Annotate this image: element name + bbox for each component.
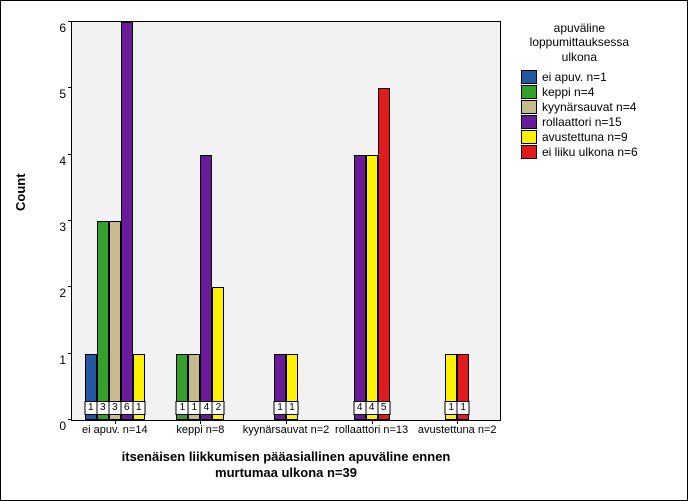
y-tick [68, 220, 72, 221]
legend-swatch [521, 130, 537, 144]
bar-value-label: 1 [457, 401, 470, 415]
legend-label: keppi n=4 [542, 85, 594, 99]
y-tick-label: 1 [59, 353, 66, 367]
bar: 3 [97, 221, 109, 420]
y-tick [68, 154, 72, 155]
bar-value-label: 1 [132, 401, 145, 415]
bar: 1 [188, 354, 200, 420]
bar: 1 [176, 354, 188, 420]
y-tick-label: 5 [59, 87, 66, 101]
legend: apuvälineloppumittauksessaulkona ei apuv… [521, 21, 638, 160]
y-tick [68, 419, 72, 420]
legend-label: avustettuna n=9 [542, 130, 628, 144]
x-tick [457, 420, 458, 424]
bar: 2 [212, 287, 224, 420]
legend-label: kyynärsauvat n=4 [542, 100, 636, 114]
bar: 1 [286, 354, 298, 420]
bar: 1 [85, 354, 97, 420]
bar: 4 [366, 155, 378, 420]
bar: 1 [457, 354, 469, 420]
legend-item: rollaattori n=15 [521, 115, 638, 129]
plot-area: 0123456ei apuv. n=1413361keppi n=81142ky… [71, 21, 501, 421]
bar-value-label: 2 [212, 401, 225, 415]
legend-swatch [521, 85, 537, 99]
legend-label: ei apuv. n=1 [542, 70, 607, 84]
x-tick [200, 420, 201, 424]
legend-swatch [521, 100, 537, 114]
bar: 1 [133, 354, 145, 420]
bar-value-label: 1 [286, 401, 299, 415]
bar: 4 [200, 155, 212, 420]
bar: 3 [109, 221, 121, 420]
y-tick [68, 21, 72, 22]
y-tick [68, 87, 72, 88]
bar: 1 [445, 354, 457, 420]
x-tick [115, 420, 116, 424]
bar: 1 [274, 354, 286, 420]
y-tick [68, 286, 72, 287]
legend-item: ei apuv. n=1 [521, 70, 638, 84]
chart-container: 0123456ei apuv. n=1413361keppi n=81142ky… [0, 0, 688, 501]
bar: 6 [121, 22, 133, 420]
x-tick [372, 420, 373, 424]
legend-item: ei liiku ulkona n=6 [521, 145, 638, 159]
y-tick-label: 2 [59, 286, 66, 300]
legend-swatch [521, 70, 537, 84]
legend-swatch [521, 115, 537, 129]
y-tick-label: 6 [59, 21, 66, 35]
x-tick-label: keppi n=8 [176, 424, 224, 436]
legend-label: ei liiku ulkona n=6 [542, 145, 638, 159]
y-tick [68, 353, 72, 354]
legend-title: apuvälineloppumittauksessaulkona [521, 21, 638, 64]
x-tick-label: rollaattori n=13 [335, 424, 408, 436]
y-tick-label: 0 [59, 419, 66, 433]
legend-item: kyynärsauvat n=4 [521, 100, 638, 114]
legend-item: avustettuna n=9 [521, 130, 638, 144]
x-tick-label: ei apuv. n=14 [82, 424, 148, 436]
bar: 5 [378, 88, 390, 420]
legend-item: keppi n=4 [521, 85, 638, 99]
legend-swatch [521, 145, 537, 159]
x-tick [286, 420, 287, 424]
y-axis-label: Count [13, 173, 28, 211]
x-tick-label: avustettuna n=2 [418, 424, 497, 436]
x-tick-label: kyynärsauvat n=2 [243, 424, 330, 436]
bar-value-label: 5 [377, 401, 390, 415]
x-axis-label: itsenäisen liikkumisen pääasiallinen apu… [71, 449, 501, 480]
bar: 4 [354, 155, 366, 420]
y-tick-label: 4 [59, 154, 66, 168]
y-tick-label: 3 [59, 220, 66, 234]
legend-label: rollaattori n=15 [542, 115, 622, 129]
